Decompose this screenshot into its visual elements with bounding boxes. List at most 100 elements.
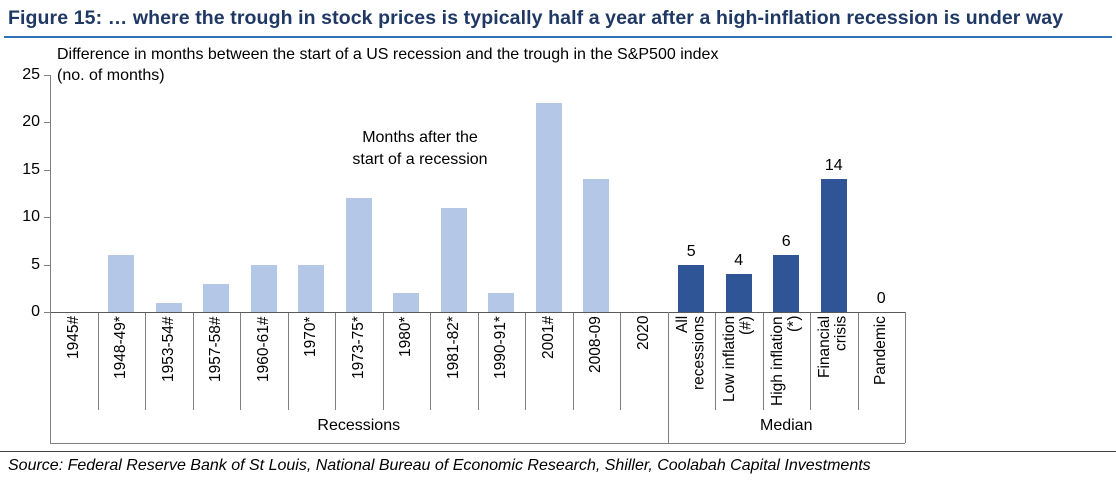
group-label: Median [760,417,813,434]
chart-subtitle-line1: Difference in months between the start o… [57,46,719,63]
bar [345,198,372,312]
x-axis-label-text: 1953-54# [159,316,177,382]
y-axis-tick-mark [44,75,50,76]
bar [393,293,420,312]
footer-rule [0,451,1116,452]
x-axis-label-text: All recessions [673,316,708,391]
category-separator [620,312,621,410]
x-axis-label: 1960-61# [240,316,288,414]
y-axis-tick-label: 15 [22,160,40,178]
x-axis-label-text: 1980* [397,316,414,357]
x-axis-label: 1945# [50,316,98,414]
group-boundary [50,312,51,443]
bar [488,293,515,312]
bar [725,274,752,312]
category-separator [857,312,859,410]
category-separator [525,312,526,410]
category-separator [240,312,241,410]
x-axis-label-text: Low inflation (#) [721,316,755,403]
category-separator [287,312,289,410]
chart-annotation-line1: Months after the [362,129,478,146]
bar [108,255,135,312]
x-axis-label-text: 1948-49* [112,316,129,379]
bar [250,264,277,312]
y-axis-line [50,75,51,312]
x-axis-label: 2020 [620,316,668,414]
bar [155,302,182,312]
x-axis-label-text: 2008-09 [587,316,604,373]
figure-title: Figure 15: … where the trough in stock p… [8,7,1064,29]
chart-annotation: Months after the start of a recession [320,127,520,171]
source-text: Source: Federal Reserve Bank of St Louis… [8,457,871,474]
group-boundary [667,312,669,443]
group-label: Recessions [317,417,401,434]
bar-value-label: 4 [734,252,744,270]
bar-value-label: 0 [876,290,886,307]
x-axis-label-text: Financial crisis [816,316,850,379]
y-axis-tick-label: 10 [22,208,40,226]
x-axis-label: All recessions [668,316,716,414]
x-axis-label: 2001# [525,316,573,414]
bar [440,207,467,312]
x-axis-label: 1970* [288,316,336,414]
category-separator [145,312,146,410]
y-axis-tick-label: 0 [31,303,40,320]
x-axis-label: 1948-49* [98,316,146,414]
y-axis-tick-label: 20 [22,113,40,131]
x-axis-label: Pandemic [858,316,906,414]
x-axis-label: 2008-09 [573,316,621,414]
x-axis-label-text: 1973-75* [349,316,367,379]
bar [678,264,705,312]
category-separator [715,312,716,410]
bar-value-label: 5 [686,242,696,260]
category-separator [572,312,574,410]
category-separator [97,312,99,410]
x-axis-label-text: Pandemic [872,316,889,385]
bar [820,179,847,312]
group-row-bottom-line [50,443,905,444]
x-axis-label-text: 1960-61# [254,316,272,382]
bar [773,255,800,312]
bar-value-label: 6 [781,233,791,251]
x-axis-label-text: 1990-91* [492,316,509,379]
chart-subtitle-line2: (no. of months) [57,67,165,84]
bar [535,103,562,312]
x-axis-label-text: 2020 [634,316,652,351]
x-axis-label-text: 2001# [539,316,557,360]
bar [203,283,230,312]
chart-subtitle: Difference in months between the start o… [57,44,817,86]
x-axis-label: 1957-58# [193,316,241,414]
x-axis-label-text: 1970* [302,316,319,357]
x-axis-label-text: 1957-58# [207,316,224,382]
x-axis-label-text: 1981-82* [444,316,462,379]
category-separator [382,312,384,410]
x-axis-label: 1973-75* [335,316,383,414]
y-axis-tick-mark [44,169,50,171]
x-axis-label: High inflation (*) [763,316,811,414]
x-axis-label: Low inflation (#) [715,316,763,414]
category-separator [477,312,479,410]
bar [298,264,325,312]
x-axis-line [50,312,905,313]
x-axis-label-text: 1945# [64,316,82,360]
x-axis-label: 1980* [383,316,431,414]
title-underline-rule [4,36,1112,38]
y-axis-tick-mark [44,122,50,124]
y-axis-tick-label: 5 [31,255,40,273]
category-separator [810,312,811,410]
chart-annotation-line2: start of a recession [352,151,488,168]
bar [583,179,610,312]
category-separator [430,312,431,410]
category-separator [762,312,764,410]
x-axis-label: 1981-82* [430,316,478,414]
y-axis-tick-mark [44,312,50,313]
x-axis-label-text: High inflation (*) [768,316,803,406]
x-axis-label: 1990-91* [478,316,526,414]
bar-value-label: 14 [824,157,843,175]
x-axis-label: 1953-54# [145,316,193,414]
y-axis-tick-label: 25 [22,66,40,83]
y-axis-tick-mark [44,264,50,266]
category-separator [335,312,336,410]
